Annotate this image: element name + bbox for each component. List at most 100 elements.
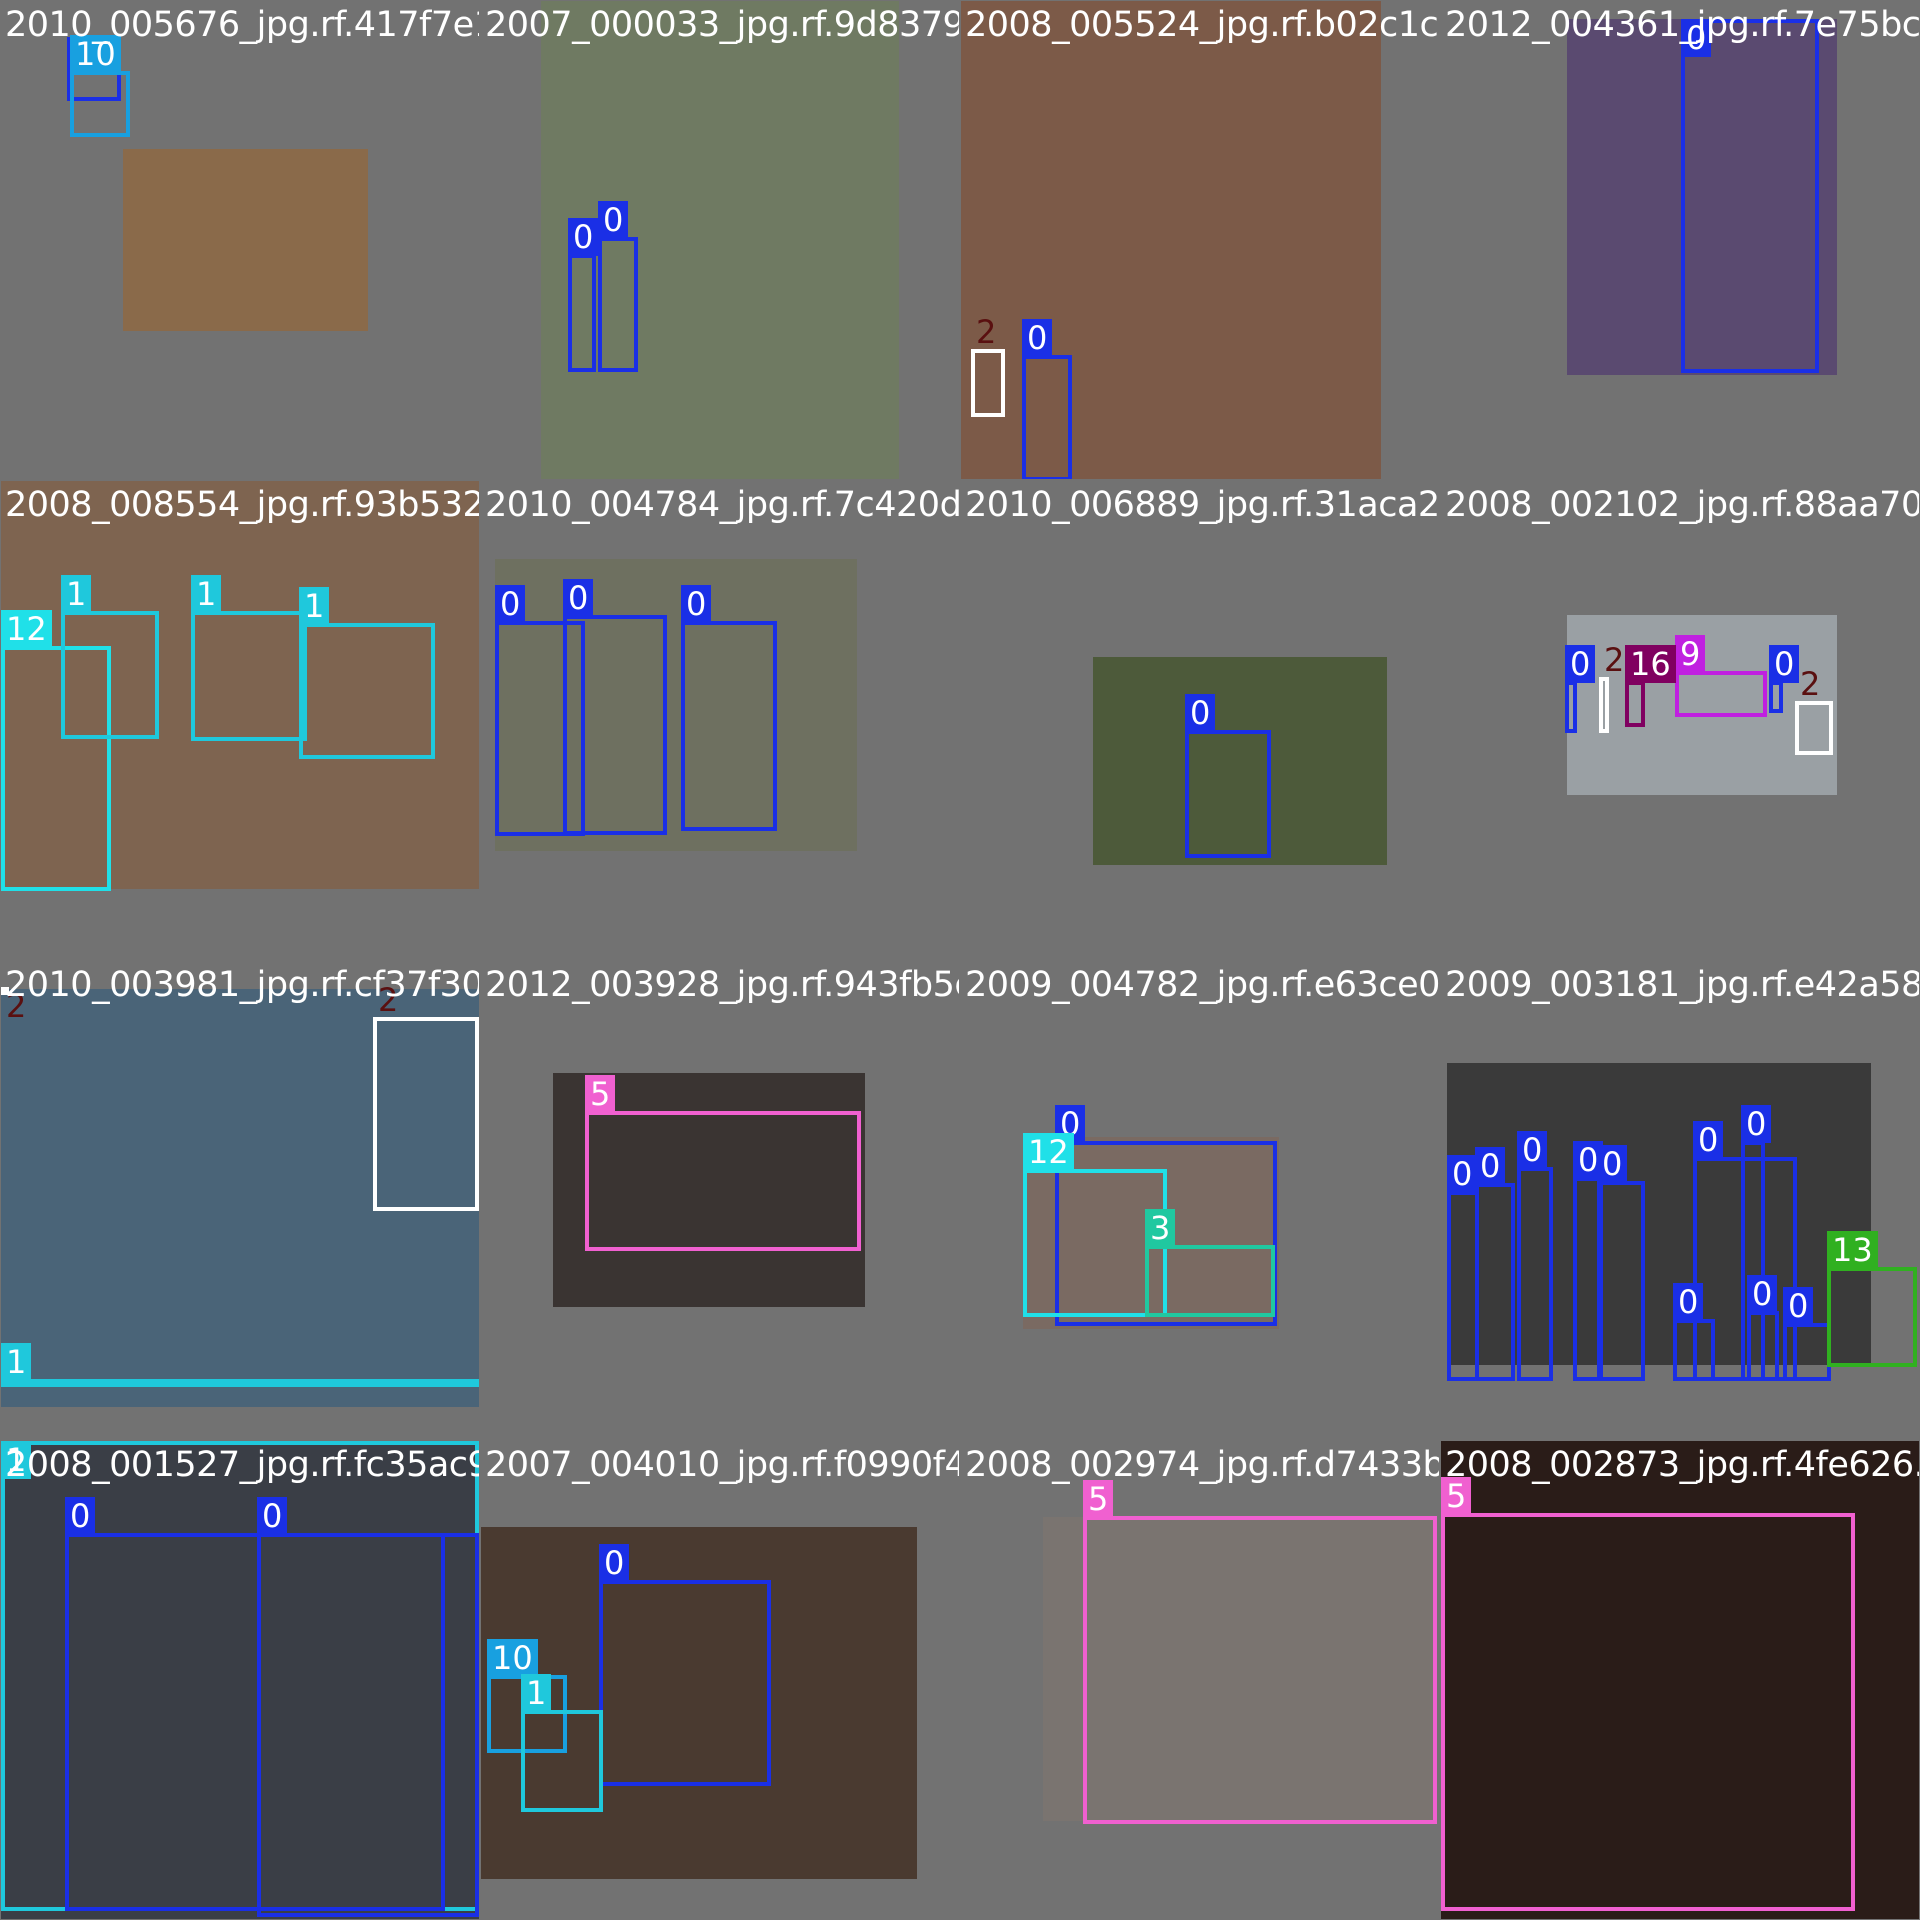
training-image <box>961 1 1381 479</box>
class-label: 0 <box>568 218 599 256</box>
bounding-box: 1 <box>299 587 435 759</box>
class-label: 0 <box>1681 19 1712 57</box>
bounding-box: 1 <box>191 575 307 741</box>
class-label: 0 <box>1185 694 1216 732</box>
mosaic-tile: 12 1 1 1 2008_008554_jpg.rf.93b532... <box>1 481 479 959</box>
image-filename-caption: 2007_004010_jpg.rf.f0990f4... <box>485 1445 959 1485</box>
bounding-box: 12 <box>1 610 111 891</box>
class-label: 0 <box>1447 1155 1478 1193</box>
class-label: 0 <box>1693 1121 1724 1159</box>
bounding-box: 0 <box>1769 645 1800 713</box>
class-label: 0 <box>1783 1287 1814 1325</box>
class-label: 1 <box>521 1674 552 1712</box>
training-image <box>1441 1441 1919 1919</box>
class-label: 9 <box>1675 635 1706 673</box>
bounding-box: 0 <box>599 1544 771 1786</box>
class-label: 16 <box>1625 645 1676 683</box>
training-image <box>1 989 479 1407</box>
bounding-box: 1 <box>61 575 159 739</box>
bounding-box: 16 <box>1625 645 1676 727</box>
mosaic-tile: 5 2012_003928_jpg.rf.943fb5c... <box>481 961 959 1439</box>
training-image <box>1 481 479 889</box>
class-label: 2 <box>976 313 997 351</box>
class-label: 13 <box>1827 1231 1878 1269</box>
training-image <box>123 149 368 331</box>
class-label: 0 <box>257 1497 288 1535</box>
class-label: 0 <box>1747 1275 1778 1313</box>
mosaic-tile: 5 2008_002873_jpg.rf.4fe626... <box>1441 1441 1919 1919</box>
class-label: 2 <box>1800 665 1821 703</box>
mosaic-tile: 9 0 2 16 0 2 2008_002102_jpg.rf.88aa70... <box>1441 481 1919 959</box>
image-filename-caption: 2008_002974_jpg.rf.d7433b... <box>965 1445 1439 1485</box>
class-label: 5 <box>585 1075 616 1113</box>
training-image <box>481 1527 917 1879</box>
class-label: 0 <box>1741 1105 1772 1143</box>
training-image <box>1043 1517 1437 1821</box>
class-label: 0 <box>1022 319 1053 357</box>
class-label: 1 <box>299 587 330 625</box>
class-label: 0 <box>599 1544 630 1582</box>
mosaic-tile: 1 0 0 2008_001527_jpg.rf.fc35ac9... <box>1 1441 479 1919</box>
image-filename-caption: 2008_002102_jpg.rf.88aa70... <box>1445 485 1919 525</box>
class-label: 12 <box>1 610 52 648</box>
image-filename-caption: 2012_003928_jpg.rf.943fb5c... <box>485 965 959 1005</box>
bounding-box: 0 <box>1747 1275 1779 1381</box>
class-label: 12 <box>1023 1133 1074 1171</box>
class-label: 0 <box>563 579 594 617</box>
class-label: 0 <box>1673 1283 1704 1321</box>
bounding-box: 9 <box>1675 635 1767 717</box>
bounding-box: 0 <box>1673 1283 1715 1381</box>
class-label: 0 <box>1475 1147 1506 1185</box>
bounding-box: 0 <box>1517 1131 1553 1381</box>
class-label: 0 <box>1769 645 1800 683</box>
bounding-box: 0 <box>257 1497 479 1917</box>
class-label: 5 <box>1083 1480 1114 1518</box>
class-label: 5 <box>1441 1477 1472 1515</box>
class-label: 1 <box>191 575 222 613</box>
bounding-box: 0 <box>495 585 585 836</box>
bounding-box: 0 <box>568 218 599 372</box>
mosaic-tile: 0 0 2007_000033_jpg.rf.9d8379... <box>481 1 959 479</box>
class-label: 1 <box>1 1441 32 1479</box>
mosaic-tile: 0 10 1 2007_004010_jpg.rf.f0990f4... <box>481 1441 959 1919</box>
bounding-box: 2 <box>971 313 1005 417</box>
class-label: 0 <box>681 585 712 623</box>
bounding-box: 0 <box>1185 694 1271 858</box>
mosaic-tile: 5 2008_002974_jpg.rf.d7433b... <box>961 1441 1439 1919</box>
class-label: 1 <box>61 575 92 613</box>
training-image <box>495 559 857 851</box>
bounding-box: 2 <box>1795 665 1833 755</box>
class-label: 0 <box>1597 1145 1628 1183</box>
class-label: 0 <box>598 201 629 239</box>
class-label: 2 <box>6 987 27 1025</box>
mosaic-tile: 0102010_005676_jpg.rf.417f7e12f7c1_3f5d4… <box>1 1 479 479</box>
image-filename-caption: 2009_004782_jpg.rf.e63ce0... <box>965 965 1439 1005</box>
bounding-box: 13 <box>1827 1231 1917 1367</box>
bounding-box: 0 <box>65 1497 445 1911</box>
bounding-box: 1 <box>1 1343 479 1387</box>
class-label: 0 <box>1517 1131 1548 1169</box>
mosaic-tile: 0 2010_006889_jpg.rf.31aca2... <box>961 481 1439 959</box>
bounding-box: 0 <box>1783 1287 1831 1381</box>
bounding-box: 0 <box>1597 1145 1645 1381</box>
class-label: 1 <box>1 1343 32 1381</box>
bounding-box: 0 <box>681 585 777 831</box>
class-label: 2 <box>1604 641 1625 679</box>
class-label: 10 <box>487 1639 538 1677</box>
class-label: 2 <box>378 981 399 1019</box>
bounding-box: 0 <box>1475 1147 1515 1381</box>
bounding-box: 1 <box>521 1674 603 1812</box>
mosaic-tile: 2 2 1 2010_003981_jpg.rf.cf37f30... <box>1 961 479 1439</box>
mosaic-tile: 202008_005524_jpg.rf.b02c1cf8... <box>961 1 1439 479</box>
image-filename-caption: 2010_006889_jpg.rf.31aca2... <box>965 485 1439 525</box>
bounding-box: 2 <box>373 981 479 1211</box>
class-label: 0 <box>65 1497 96 1535</box>
mosaic-tile: 0 0 0 0 0 0 0 0 0 0 13 2009_003181_jpg.rf.e42a58... <box>1441 961 1919 1439</box>
training-image <box>1093 657 1387 865</box>
class-label: 0 <box>1565 645 1596 683</box>
class-label: 10 <box>70 35 121 73</box>
bounding-box: 12 <box>1023 1133 1167 1317</box>
mosaic-tile: 0002010_004784_jpg.rf.7c420d7... <box>481 481 959 959</box>
bounding-box: 2 <box>1 987 26 1025</box>
